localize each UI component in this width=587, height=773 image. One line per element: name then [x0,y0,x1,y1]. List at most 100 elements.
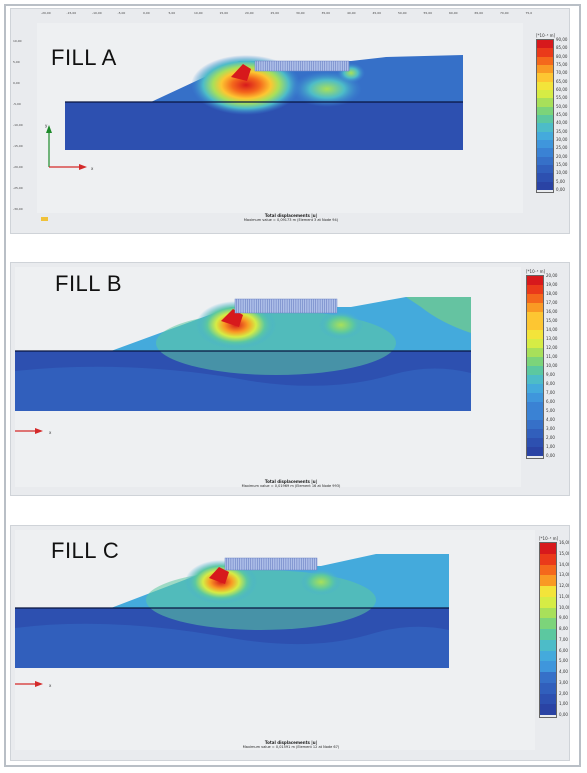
ruler-top-label: -5,00 [117,11,126,15]
legend-swatch [527,393,543,402]
legend-tick-label: 75,00 [556,62,568,67]
surface-load [234,298,338,314]
legend-swatch [527,438,543,447]
legend-swatch [527,357,543,366]
ruler-left-label: -15,00 [13,144,23,148]
ruler-left-label: -10,00 [13,123,23,127]
plot-caption: Total displacements |u| Maximum value = … [161,213,421,222]
legend-tick-label: 8,00 [559,626,568,631]
legend-swatch [537,48,553,57]
ruler-top-label: -15,00 [66,11,77,15]
panel-fill-b: x FILL B [*10⁻³ m] 20,00 19,00 18,00 17,00 1… [10,262,570,496]
legend-tick-label: 45,00 [556,112,568,117]
legend-swatch [527,420,543,429]
legend-swatch [537,156,553,165]
ruler-top-label: 25,00 [270,11,280,15]
legend-tick-label: 0,00 [546,453,555,458]
legend-swatch [527,330,543,339]
panel-fill-a: -20,00 -15,00 -10,00 -5,00 0,00 5,00 10,00 15,0… [10,8,570,234]
caption-value: Maximum value = 0,01969 m (Element 16 at… [241,484,341,488]
ruler-left-label: 0,00 [13,81,20,85]
legend-swatch [537,56,553,65]
legend-swatch [537,173,553,182]
ruler-top-label: 40,00 [347,11,356,15]
caption-title: Total displacements |u| [264,479,318,484]
legend-tick-label: 65,00 [556,78,568,84]
legend-swatch [527,276,543,285]
legend-tick-label: 12,00 [559,583,570,588]
ruler-top-label: 10,00 [194,11,203,15]
legend-unit: [*10⁻³ m] [536,33,556,38]
legend-swatch [537,148,553,157]
legend-tick-label: 6,00 [546,399,555,404]
panel-label: FILL A [51,45,117,70]
legend-tick-label: 4,00 [559,669,568,674]
fill-b-contour-plot: x [15,267,521,487]
legend-tick-label: 0,00 [559,712,568,717]
legend-swatch [540,553,556,565]
legend-tick-label: 16,00 [559,540,570,545]
legend-swatch [537,123,553,132]
legend-swatch [527,348,543,357]
legend-swatch [540,661,556,672]
ruler-left-label: 10,00 [13,39,22,43]
legend-tick-label: 5,00 [559,658,568,664]
legend-swatch [540,596,556,608]
caption-value: Maximum value = 0,09173 m (Element 3 at … [243,218,339,222]
legend-unit: [*10⁻³ m] [539,536,559,541]
ruler-top-label: 75,0 [525,11,533,15]
legend-tick-label: 1,00 [546,444,555,449]
legend-tick-label: 4,00 [546,417,555,422]
legend-tick-label: 60,00 [556,87,568,92]
ruler-top-label: 55,00 [423,11,433,15]
legend-tick-label: 9,00 [559,615,568,621]
legend-tick-label: 70,00 [556,70,568,76]
legend-swatch [527,303,543,312]
legend-swatch [540,650,556,662]
legend-swatch [540,672,556,683]
legend-tick-label: 5,00 [546,408,555,413]
legend-tick-label: 3,00 [559,679,568,685]
legend-tick-label: 9,00 [546,372,555,377]
legend-tick-label: 13,00 [559,572,570,578]
legend-swatch [540,639,556,651]
legend-tick-label: 16,00 [546,309,558,314]
legend-swatch [527,375,543,384]
legend-tick-label: 11,00 [546,354,558,359]
ruler-top-label: 50,00 [398,11,407,15]
legend-unit: [*10⁻³ m] [526,269,546,274]
legend-tick-label: 90,00 [556,37,568,42]
legend-tick-label: 18,00 [546,291,558,296]
ruler-left-label: -25,00 [13,186,23,190]
toolbar-icon[interactable] [41,217,48,221]
ruler-top-label: 30,00 [296,11,305,15]
panel-label: FILL C [51,538,120,563]
caption-value: Maximum value = 0,01591 m (Element 12 at… [242,745,340,749]
legend-swatch [527,411,543,420]
legend-tick-label: 55,00 [556,95,568,101]
ruler-left-label: -30,00 [13,207,23,211]
legend-tick-label: 11,00 [559,593,570,599]
legend-swatch [537,64,553,74]
plot-caption: Total displacements |u| Maximum value = … [161,479,421,488]
color-legend [536,39,554,193]
legend-swatch [527,285,543,294]
legend-swatch [540,618,556,629]
legend-swatch [527,366,543,375]
ruler-top-label: 35,00 [321,11,331,15]
legend-tick-label: 25,00 [556,145,568,151]
legend-tick-label: 3,00 [546,426,555,431]
x-axis-label: x [91,166,94,171]
legend-swatch [527,321,543,330]
panel-fill-c: x FILL C [*10⁻³ m] 16,00 15,00 14,00 13,00 1… [10,525,570,761]
legend-tick-label: 6,00 [559,647,568,653]
legend-tick-label: 2,00 [546,435,555,440]
plot-caption: Total displacements |u| Maximum value = … [161,740,421,749]
legend-tick-label: 2,00 [559,690,568,696]
legend-swatch [537,114,553,124]
legend-tick-label: 35,00 [556,128,568,134]
ruler-left: 10,00 5,00 0,00 -5,00 -10,00 -15,00 -20,00 -25,… [11,9,33,233]
legend-swatch [527,429,543,438]
caption-title: Total displacements |u| [264,213,318,218]
fill-a-contour-plot: x y [37,23,523,221]
